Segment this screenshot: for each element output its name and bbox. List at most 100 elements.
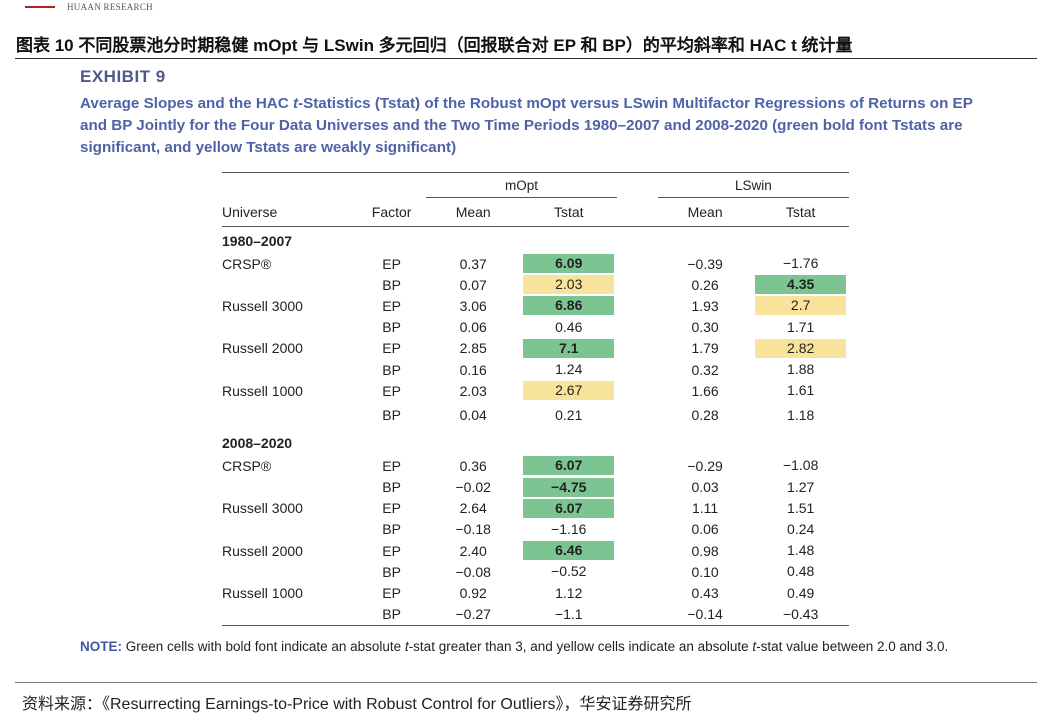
lswin-tstat-cell: −0.43 [752,603,849,626]
col-lswin-tstat: Tstat [785,204,816,220]
lswin-tstat-cell-value: 1.71 [787,318,815,335]
mopt-tstat-cell: −1.1 [520,603,618,626]
lswin-tstat-cell-value: −1.76 [782,255,819,272]
mopt-tstat-cell-value: 0.46 [555,318,583,335]
col-factor: Factor [371,203,412,220]
lswin-tstat-cell-value: 1.51 [787,499,815,516]
lswin-tstat-cell: 1.88 [752,359,849,380]
lswin-tstat-cell-value: 2.82 [755,338,846,358]
table-row: Russell 2000 EP 2.85 7.1 1.79 2.82 [222,338,849,359]
mopt-tstat-cell: 7.1 [520,338,617,359]
col-mopt-mean: Mean [455,204,491,220]
note-text-1: Green cells with bold font indicate an a… [122,639,405,654]
brand-accent-line [25,6,55,8]
table-row: BP −0.08 −0.52 0.10 0.48 [222,561,849,582]
lswin-mean-cell: −0.39 [687,255,723,272]
lswin-tstat-cell: 2.7 [752,295,849,316]
factor-cell: BP [382,479,401,496]
header-brand: HUAAN RESEARCH [25,0,153,14]
lswin-tstat-cell: 1.71 [752,317,849,338]
lswin-tstat-cell-value: 0.48 [787,563,815,580]
lswin-mean-cell: 1.11 [691,500,719,517]
mopt-tstat-cell: 6.86 [520,295,617,316]
lswin-mean-cell: 0.43 [691,585,719,602]
factor-cell: BP [382,563,401,580]
lswin-tstat-cell-value: 0.24 [787,520,815,537]
table-row: BP 0.07 2.03 0.26 4.35 [222,274,849,295]
mopt-tstat-cell-value: −1.16 [551,520,587,537]
universe-cell [222,274,357,295]
table-row: CRSP® EP 0.37 6.09 −0.39 −1.76 [222,253,849,274]
mopt-mean-cell: −0.27 [425,603,521,626]
factor-cell: EP [382,255,401,272]
lswin-tstat-cell: 0.49 [752,582,849,603]
universe-cell: Russell 1000 [222,382,303,399]
note-italic-2: t [752,639,757,654]
universe-cell: CRSP® [222,255,272,272]
mopt-tstat-cell: 0.46 [520,317,617,338]
note-text-3: -stat value between 2.0 and 3.0. [756,639,949,654]
col-lswin-mean: Mean [687,204,723,220]
lswin-mean-cell: 0.03 [691,479,719,496]
universe-cell [222,561,357,582]
lswin-tstat-cell-value: −1.08 [782,457,819,474]
lswin-tstat-cell-value: 1.18 [787,406,815,423]
mopt-tstat-cell: −4.75 [520,477,617,498]
brand-name: HUAAN RESEARCH [67,2,153,12]
table-row: Russell 3000 EP 2.64 6.07 1.11 1.51 [222,498,849,519]
exhibit-label: EXHIBIT 9 [80,67,166,86]
mopt-tstat-cell-value: 0.21 [555,406,583,423]
lswin-tstat-cell-value: 4.35 [755,275,846,295]
lswin-tstat-cell: 0.48 [752,561,849,582]
universe-cell: Russell 1000 [222,585,303,602]
table-row: BP −0.02 −4.75 0.03 1.27 [222,477,849,498]
lswin-tstat-cell-value: 0.49 [787,584,815,601]
mopt-tstat-cell: 6.07 [520,498,617,519]
universe-cell: Russell 2000 [222,340,303,357]
lswin-tstat-cell: 1.61 [752,380,849,401]
universe-cell [222,401,357,429]
mopt-tstat-cell-value: 6.46 [523,541,615,561]
mopt-tstat-cell: −0.52 [520,561,617,582]
factor-cell: BP [382,319,401,336]
mopt-mean-cell: 0.37 [459,255,487,272]
mopt-tstat-cell: 1.12 [520,582,617,603]
mopt-tstat-cell-value: 2.67 [523,381,615,401]
group-lswin: LSwin [657,172,849,198]
mopt-tstat-cell: 0.21 [520,401,617,429]
lswin-tstat-cell: 0.24 [752,519,849,540]
factor-cell: EP [382,457,401,474]
table-row: Russell 3000 EP 3.06 6.86 1.93 2.7 [222,295,849,316]
mopt-tstat-cell-value: 1.24 [555,361,583,378]
column-header-row: Universe Factor Mean Tstat Mean Tstat [222,198,849,227]
mopt-mean-cell: 0.36 [459,457,487,474]
mopt-mean-cell: 3.06 [459,297,487,314]
table-row: BP 0.06 0.46 0.30 1.71 [222,317,849,338]
mopt-tstat-cell-value: 1.12 [555,584,583,601]
universe-cell: Russell 3000 [222,500,303,517]
factor-cell: EP [382,382,401,399]
mopt-tstat-cell-value: −0.52 [551,563,587,580]
table-row: BP −0.27 −1.1 −0.14 −0.43 [222,603,849,626]
lswin-tstat-cell-value: 1.61 [787,382,815,399]
regression-table: mOpt LSwin Universe Factor Mean Tstat Me… [222,172,849,626]
lswin-tstat-cell-value: 1.48 [787,542,815,559]
mopt-mean-cell: 2.40 [459,542,487,559]
lswin-tstat-cell: 2.82 [752,338,849,359]
mopt-mean-cell: −0.08 [455,563,491,580]
factor-cell: EP [382,585,401,602]
lswin-mean-cell: 1.79 [691,340,719,357]
lswin-mean-cell: 0.06 [691,521,719,538]
lswin-tstat-cell: −1.08 [752,455,849,476]
factor-cell: BP [357,603,426,626]
mopt-tstat-cell-value: 2.03 [523,275,615,295]
universe-cell [222,519,357,540]
mopt-mean-cell: 0.92 [459,585,487,602]
lswin-tstat-cell-value: −0.43 [782,605,819,622]
factor-cell: BP [382,521,401,538]
mopt-tstat-cell-value: −1.1 [554,605,583,622]
lswin-tstat-cell-value: 2.7 [755,296,846,316]
universe-cell: Russell 3000 [222,297,303,314]
table-row: Russell 1000 EP 2.03 2.67 1.66 1.61 [222,380,849,401]
mopt-tstat-cell-value: 6.09 [523,254,615,274]
